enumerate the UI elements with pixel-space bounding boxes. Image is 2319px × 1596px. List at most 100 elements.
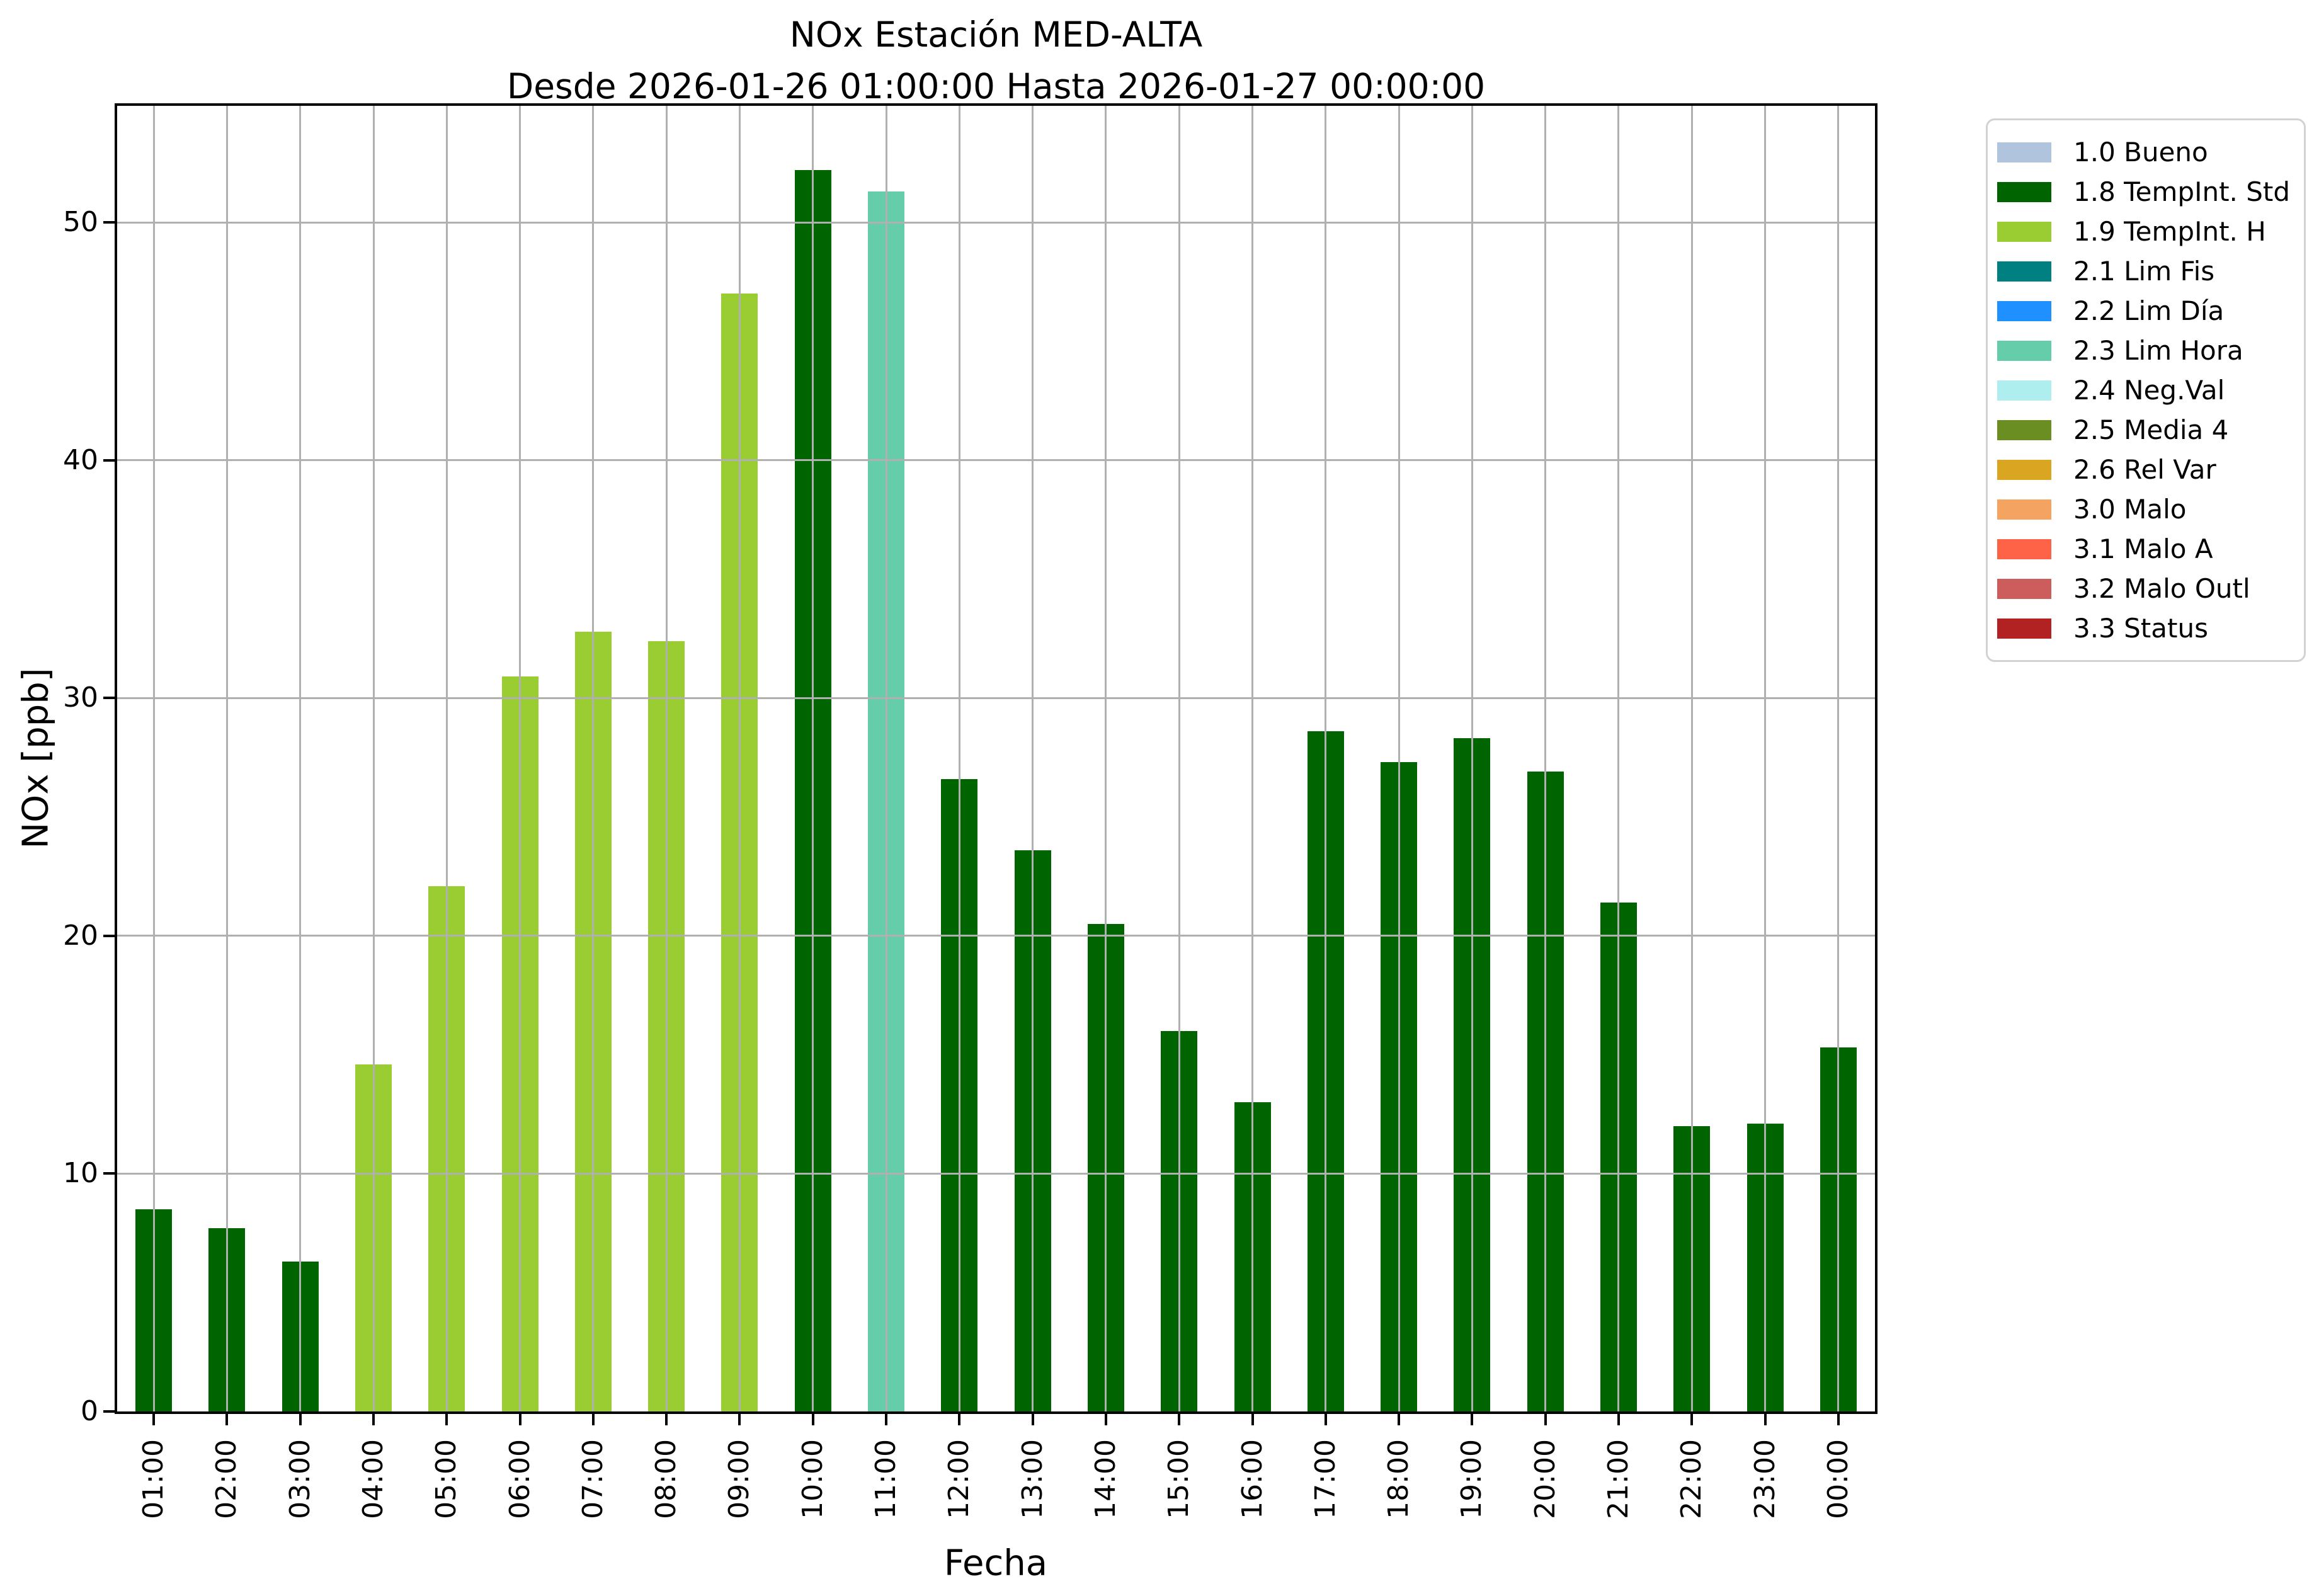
legend-swatch: [1997, 419, 2051, 440]
x-tick-label-12:00: 12:00: [943, 1439, 976, 1519]
legend-label: 3.1 Malo A: [2073, 533, 2213, 564]
legend-item: 2.1 Lim Fis: [1997, 251, 2295, 291]
x-gridline-18:00: [1398, 106, 1400, 1411]
legend-label: 2.3 Lim Hora: [2073, 335, 2243, 366]
legend-item: 2.2 Lim Día: [1997, 291, 2295, 331]
x-tick-label-01:00: 01:00: [137, 1439, 170, 1519]
y-tick-label-40: 40: [63, 443, 98, 476]
x-tick-label-10:00: 10:00: [796, 1439, 829, 1519]
legend-swatch: [1997, 618, 2051, 639]
x-tick-label-11:00: 11:00: [870, 1439, 903, 1519]
y-tick-mark-30: [103, 697, 115, 700]
x-tick-label-19:00: 19:00: [1456, 1439, 1488, 1519]
chart-title-block: NOx Estación MED-ALTA Desde 2026-01-26 0…: [117, 9, 1875, 112]
x-tick-mark-01:00: [152, 1414, 156, 1425]
legend-swatch: [1997, 181, 2051, 202]
legend-label: 3.2 Malo Outl: [2073, 573, 2250, 604]
legend-swatch: [1997, 142, 2051, 162]
x-gridline-16:00: [1251, 106, 1254, 1411]
x-axis-label: Fecha: [943, 1542, 1048, 1584]
x-tick-label-15:00: 15:00: [1163, 1439, 1195, 1519]
legend-item: 2.3 Lim Hora: [1997, 331, 2295, 370]
x-tick-label-07:00: 07:00: [576, 1439, 609, 1519]
x-gridline-20:00: [1544, 106, 1547, 1411]
y-tick-mark-20: [103, 934, 115, 937]
chart-title: NOx Estación MED-ALTA: [789, 14, 1203, 55]
x-tick-label-14:00: 14:00: [1089, 1439, 1122, 1519]
legend-item: 2.6 Rel Var: [1997, 450, 2295, 489]
x-gridline-14:00: [1105, 106, 1107, 1411]
y-gridline-30: [117, 697, 1875, 699]
x-gridline-11:00: [885, 106, 887, 1411]
x-gridline-03:00: [299, 106, 302, 1411]
x-gridline-09:00: [738, 106, 741, 1411]
legend-item: 2.5 Media 4: [1997, 410, 2295, 450]
x-tick-mark-03:00: [299, 1414, 302, 1425]
x-tick-label-09:00: 09:00: [723, 1439, 756, 1519]
x-tick-label-03:00: 03:00: [283, 1439, 316, 1519]
legend-swatch: [1997, 380, 2051, 401]
y-gridline-40: [117, 459, 1875, 462]
x-tick-label-08:00: 08:00: [650, 1439, 683, 1519]
legend-item: 2.4 Neg.Val: [1997, 370, 2295, 410]
x-tick-label-18:00: 18:00: [1382, 1439, 1415, 1519]
legend-label: 2.5 Media 4: [2073, 414, 2229, 445]
y-gridline-20: [117, 935, 1875, 937]
x-gridline-15:00: [1178, 106, 1180, 1411]
x-gridline-00:00: [1837, 106, 1840, 1411]
x-gridline-23:00: [1764, 106, 1767, 1411]
x-tick-mark-18:00: [1398, 1414, 1401, 1425]
y-tick-label-0: 0: [81, 1395, 98, 1427]
x-tick-label-16:00: 16:00: [1236, 1439, 1268, 1519]
legend-item: 1.9 TempInt. H: [1997, 212, 2295, 251]
legend-item: 3.3 Status: [1997, 608, 2295, 648]
y-tick-label-50: 50: [63, 206, 98, 239]
x-tick-mark-00:00: [1837, 1414, 1840, 1425]
legend-item: 1.8 TempInt. Std: [1997, 172, 2295, 212]
x-gridline-07:00: [592, 106, 595, 1411]
legend-swatch: [1997, 340, 2051, 361]
legend-label: 3.0 Malo: [2073, 494, 2187, 525]
x-tick-mark-12:00: [958, 1414, 961, 1425]
y-tick-label-20: 20: [63, 919, 98, 952]
x-tick-label-23:00: 23:00: [1748, 1439, 1781, 1519]
legend-swatch: [1997, 459, 2051, 480]
x-tick-mark-19:00: [1471, 1414, 1474, 1425]
chart-subtitle: Desde 2026-01-26 01:00:00 Hasta 2026-01-…: [506, 66, 1486, 106]
plot-area: [115, 103, 1877, 1414]
x-tick-mark-04:00: [372, 1414, 375, 1425]
x-tick-mark-09:00: [738, 1414, 741, 1425]
x-tick-label-17:00: 17:00: [1309, 1439, 1342, 1519]
y-gridline-50: [117, 221, 1875, 224]
x-tick-mark-07:00: [591, 1414, 595, 1425]
x-gridline-05:00: [445, 106, 448, 1411]
y-gridline-10: [117, 1172, 1875, 1175]
x-tick-label-22:00: 22:00: [1675, 1439, 1708, 1519]
x-gridline-17:00: [1325, 106, 1327, 1411]
x-tick-mark-08:00: [665, 1414, 668, 1425]
x-tick-mark-23:00: [1763, 1414, 1767, 1425]
x-tick-label-02:00: 02:00: [210, 1439, 243, 1519]
x-gridline-13:00: [1032, 106, 1034, 1411]
x-tick-label-21:00: 21:00: [1602, 1439, 1634, 1519]
x-tick-mark-17:00: [1324, 1414, 1327, 1425]
x-gridline-21:00: [1617, 106, 1620, 1411]
legend-item: 3.1 Malo A: [1997, 529, 2295, 569]
x-tick-label-13:00: 13:00: [1016, 1439, 1049, 1519]
legend-swatch: [1997, 221, 2051, 242]
x-tick-mark-06:00: [518, 1414, 521, 1425]
y-tick-mark-10: [103, 1172, 115, 1175]
x-tick-mark-20:00: [1544, 1414, 1547, 1425]
x-gridline-06:00: [519, 106, 521, 1411]
legend-label: 2.2 Lim Día: [2073, 295, 2225, 326]
x-tick-label-05:00: 05:00: [430, 1439, 463, 1519]
x-tick-mark-11:00: [885, 1414, 888, 1425]
legend-label: 2.6 Rel Var: [2073, 454, 2216, 485]
x-gridline-02:00: [225, 106, 228, 1411]
x-tick-mark-13:00: [1031, 1414, 1034, 1425]
y-tick-mark-40: [103, 459, 115, 462]
x-tick-mark-10:00: [811, 1414, 814, 1425]
x-tick-mark-14:00: [1104, 1414, 1107, 1425]
x-gridline-04:00: [372, 106, 375, 1411]
